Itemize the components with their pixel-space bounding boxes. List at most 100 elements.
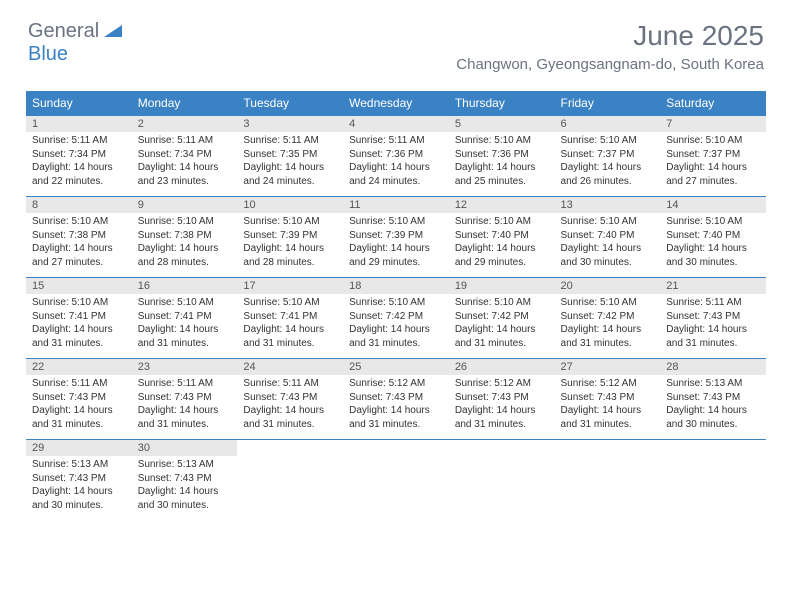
day-data: Sunrise: 5:10 AMSunset: 7:39 PMDaylight:… — [237, 213, 343, 278]
day-number — [237, 440, 343, 457]
day-number-row: 1234567 — [26, 116, 766, 133]
sunrise-text: Sunrise: 5:10 AM — [138, 296, 232, 310]
day-number: 23 — [132, 359, 238, 376]
day-data — [343, 456, 449, 520]
sunrise-text: Sunrise: 5:10 AM — [561, 296, 655, 310]
daylight-text-1: Daylight: 14 hours — [138, 242, 232, 256]
daylight-text-1: Daylight: 14 hours — [138, 323, 232, 337]
sunrise-text: Sunrise: 5:10 AM — [455, 134, 549, 148]
weekday-header: Monday — [132, 91, 238, 116]
daylight-text-2: and 31 minutes. — [32, 337, 126, 351]
weekday-header: Tuesday — [237, 91, 343, 116]
day-number: 14 — [660, 197, 766, 214]
sunset-text: Sunset: 7:38 PM — [32, 229, 126, 243]
day-data: Sunrise: 5:12 AMSunset: 7:43 PMDaylight:… — [343, 375, 449, 440]
sunrise-text: Sunrise: 5:13 AM — [32, 458, 126, 472]
day-data — [237, 456, 343, 520]
day-data: Sunrise: 5:11 AMSunset: 7:36 PMDaylight:… — [343, 132, 449, 197]
sunset-text: Sunset: 7:39 PM — [349, 229, 443, 243]
daylight-text-1: Daylight: 14 hours — [138, 161, 232, 175]
daylight-text-2: and 27 minutes. — [32, 256, 126, 270]
sunrise-text: Sunrise: 5:10 AM — [455, 215, 549, 229]
day-data: Sunrise: 5:13 AMSunset: 7:43 PMDaylight:… — [660, 375, 766, 440]
sunrise-text: Sunrise: 5:10 AM — [666, 215, 760, 229]
sunset-text: Sunset: 7:43 PM — [32, 391, 126, 405]
daylight-text-1: Daylight: 14 hours — [32, 161, 126, 175]
daylight-text-2: and 31 minutes. — [138, 418, 232, 432]
day-number: 19 — [449, 278, 555, 295]
day-number: 8 — [26, 197, 132, 214]
day-data: Sunrise: 5:10 AMSunset: 7:42 PMDaylight:… — [555, 294, 661, 359]
sunrise-text: Sunrise: 5:10 AM — [666, 134, 760, 148]
sunrise-text: Sunrise: 5:13 AM — [138, 458, 232, 472]
daylight-text-1: Daylight: 14 hours — [138, 404, 232, 418]
day-data-row: Sunrise: 5:10 AMSunset: 7:38 PMDaylight:… — [26, 213, 766, 278]
sunrise-text: Sunrise: 5:10 AM — [138, 215, 232, 229]
sunrise-text: Sunrise: 5:11 AM — [243, 134, 337, 148]
weekday-header-row: Sunday Monday Tuesday Wednesday Thursday… — [26, 91, 766, 116]
sunset-text: Sunset: 7:39 PM — [243, 229, 337, 243]
logo-triangle-icon — [104, 23, 122, 42]
day-number: 21 — [660, 278, 766, 295]
day-data: Sunrise: 5:10 AMSunset: 7:40 PMDaylight:… — [555, 213, 661, 278]
daylight-text-2: and 31 minutes. — [561, 337, 655, 351]
weekday-header: Sunday — [26, 91, 132, 116]
daylight-text-2: and 28 minutes. — [243, 256, 337, 270]
day-number — [343, 440, 449, 457]
sunrise-text: Sunrise: 5:10 AM — [455, 296, 549, 310]
logo-text-general: General — [28, 20, 99, 42]
day-number — [660, 440, 766, 457]
day-number: 22 — [26, 359, 132, 376]
day-number: 3 — [237, 116, 343, 133]
day-data-row: Sunrise: 5:11 AMSunset: 7:43 PMDaylight:… — [26, 375, 766, 440]
day-data: Sunrise: 5:12 AMSunset: 7:43 PMDaylight:… — [555, 375, 661, 440]
day-number: 20 — [555, 278, 661, 295]
daylight-text-1: Daylight: 14 hours — [32, 323, 126, 337]
sunrise-text: Sunrise: 5:12 AM — [561, 377, 655, 391]
day-data: Sunrise: 5:13 AMSunset: 7:43 PMDaylight:… — [26, 456, 132, 520]
day-data-row: Sunrise: 5:10 AMSunset: 7:41 PMDaylight:… — [26, 294, 766, 359]
sunrise-text: Sunrise: 5:11 AM — [666, 296, 760, 310]
daylight-text-2: and 23 minutes. — [138, 175, 232, 189]
calendar-table: Sunday Monday Tuesday Wednesday Thursday… — [26, 91, 766, 520]
sunset-text: Sunset: 7:43 PM — [455, 391, 549, 405]
daylight-text-2: and 31 minutes. — [243, 418, 337, 432]
day-number: 26 — [449, 359, 555, 376]
day-data: Sunrise: 5:10 AMSunset: 7:41 PMDaylight:… — [237, 294, 343, 359]
day-data: Sunrise: 5:10 AMSunset: 7:40 PMDaylight:… — [449, 213, 555, 278]
day-number: 2 — [132, 116, 238, 133]
sunrise-text: Sunrise: 5:11 AM — [349, 134, 443, 148]
day-number: 7 — [660, 116, 766, 133]
daylight-text-1: Daylight: 14 hours — [32, 242, 126, 256]
sunset-text: Sunset: 7:37 PM — [666, 148, 760, 162]
sunset-text: Sunset: 7:41 PM — [32, 310, 126, 324]
day-data: Sunrise: 5:10 AMSunset: 7:38 PMDaylight:… — [26, 213, 132, 278]
weekday-header: Friday — [555, 91, 661, 116]
day-data: Sunrise: 5:10 AMSunset: 7:39 PMDaylight:… — [343, 213, 449, 278]
daylight-text-2: and 30 minutes. — [32, 499, 126, 513]
daylight-text-2: and 31 minutes. — [138, 337, 232, 351]
daylight-text-1: Daylight: 14 hours — [243, 404, 337, 418]
sunset-text: Sunset: 7:37 PM — [561, 148, 655, 162]
sunset-text: Sunset: 7:42 PM — [561, 310, 655, 324]
header: General Blue June 2025 Changwon, Gyeongs… — [0, 0, 792, 81]
sunset-text: Sunset: 7:40 PM — [561, 229, 655, 243]
daylight-text-1: Daylight: 14 hours — [349, 242, 443, 256]
daylight-text-1: Daylight: 14 hours — [455, 242, 549, 256]
day-data: Sunrise: 5:10 AMSunset: 7:42 PMDaylight:… — [449, 294, 555, 359]
day-data: Sunrise: 5:11 AMSunset: 7:35 PMDaylight:… — [237, 132, 343, 197]
daylight-text-1: Daylight: 14 hours — [349, 161, 443, 175]
daylight-text-1: Daylight: 14 hours — [243, 161, 337, 175]
sunrise-text: Sunrise: 5:11 AM — [32, 134, 126, 148]
sunrise-text: Sunrise: 5:10 AM — [32, 215, 126, 229]
logo-text-blue: Blue — [28, 43, 68, 65]
day-data: Sunrise: 5:11 AMSunset: 7:43 PMDaylight:… — [237, 375, 343, 440]
daylight-text-1: Daylight: 14 hours — [349, 323, 443, 337]
daylight-text-1: Daylight: 14 hours — [32, 404, 126, 418]
sunset-text: Sunset: 7:36 PM — [349, 148, 443, 162]
sunset-text: Sunset: 7:41 PM — [243, 310, 337, 324]
day-number: 4 — [343, 116, 449, 133]
sunrise-text: Sunrise: 5:13 AM — [666, 377, 760, 391]
day-data-row: Sunrise: 5:13 AMSunset: 7:43 PMDaylight:… — [26, 456, 766, 520]
sunrise-text: Sunrise: 5:12 AM — [349, 377, 443, 391]
